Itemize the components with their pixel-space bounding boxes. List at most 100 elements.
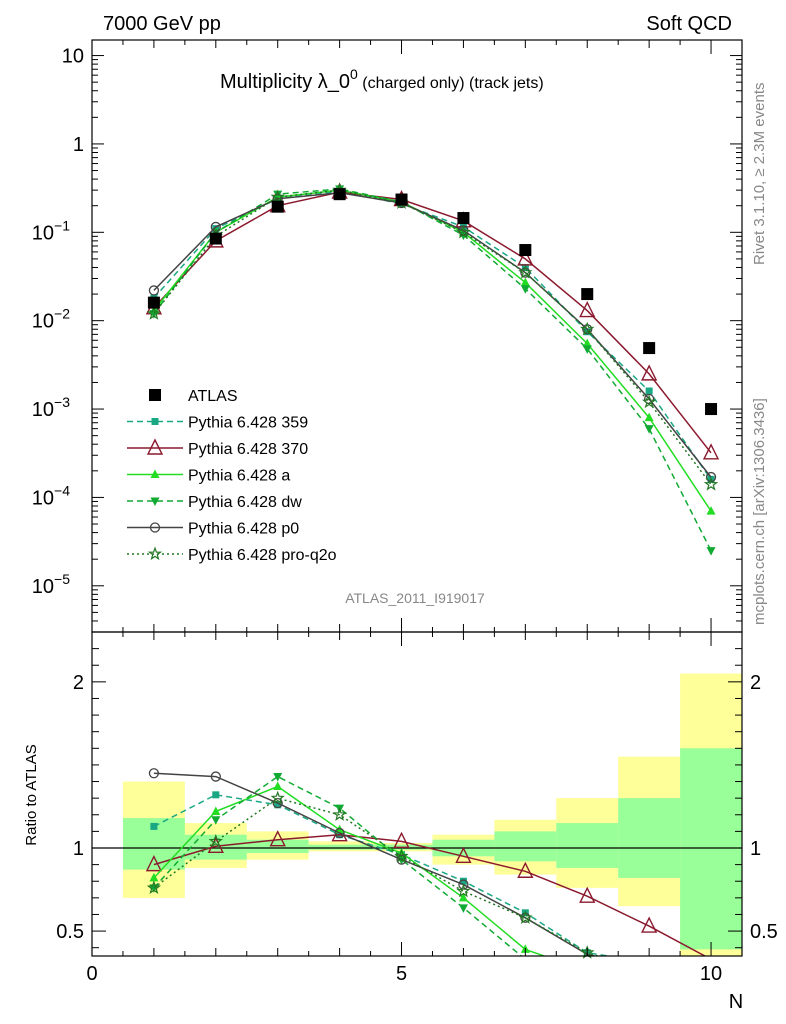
ratio-pythia-6-428-pro-q2o-point-4 xyxy=(332,807,347,821)
main-y-tick-label: 10−1 xyxy=(32,217,70,244)
main-pythia-6-428-dw-point-7 xyxy=(520,285,530,294)
legend-pythia-6-428-dw-marker xyxy=(150,497,160,506)
ratio-pythia-6-428-370-point-1 xyxy=(145,855,163,872)
legend-pythia-6-428-pro-q2o-marker xyxy=(147,546,163,561)
ratio-pythia-6-428-370-point-9 xyxy=(641,916,658,933)
ratio-y-tick-label-right: 2 xyxy=(750,672,761,694)
main-pythia-6-428-359-point-9 xyxy=(645,387,653,395)
band-inner-9 xyxy=(618,798,681,878)
main-y-tick-label: 10−3 xyxy=(32,394,70,421)
ratio-pythia-6-428-p0-point-4 xyxy=(334,827,345,839)
ratio-pythia-6-428-a-line xyxy=(153,785,547,956)
ratio-pythia-6-428-p0-point-2 xyxy=(210,771,221,782)
legend-pythia-6-428-a-label: Pythia 6.428 a xyxy=(188,468,290,485)
ratio-pythia-6-428-a-point-6 xyxy=(458,892,468,902)
legend-pythia-6-428-359-marker xyxy=(151,418,159,425)
main-y-tick-label: 10 xyxy=(62,46,84,68)
main-pythia-6-428-pro-q2o-point-3 xyxy=(270,189,285,204)
main-pythia-6-428-370-point-9 xyxy=(641,364,658,381)
main-pythia-6-428-p0-line xyxy=(153,192,712,478)
ratio-pythia-6-428-370-point-5 xyxy=(393,831,410,849)
main-plot-frame xyxy=(91,39,743,633)
ratio-pythia-6-428-pro-q2o-point-2 xyxy=(208,833,223,848)
legend-pythia-6-428-p0-label: Pythia 6.428 p0 xyxy=(188,521,299,538)
main-pythia-6-428-a-line xyxy=(153,189,712,512)
ratio-pythia-6-428-p0-point-1 xyxy=(148,768,160,779)
ratio-pythia-6-428-a-point-3 xyxy=(273,781,283,791)
band-inner-8 xyxy=(556,823,619,868)
ratio-pythia-6-428-p0-point-3 xyxy=(272,797,283,809)
ratio-pythia-6-428-370-point-3 xyxy=(269,830,286,847)
ratio-y-axis-label: Ratio to ATLAS xyxy=(23,744,40,845)
ratio-pythia-6-428-dw-point-6 xyxy=(458,904,468,913)
main-pythia-6-428-pro-q2o-point-8 xyxy=(580,321,595,336)
ratio-pythia-6-428-a-point-2 xyxy=(211,806,221,815)
atlas-point-10 xyxy=(705,403,718,416)
ratio-pythia-6-428-359-point-6 xyxy=(459,877,467,885)
ratio-pythia-6-428-370-point-6 xyxy=(455,846,472,864)
rivet-side-text: Rivet 3.1.10, ≥ 2.3M events xyxy=(751,83,768,266)
title-sup: 0 xyxy=(350,66,358,82)
ratio-pythia-6-428-pro-q2o-point-7 xyxy=(518,910,533,924)
legend-pythia-6-428-370-marker xyxy=(146,438,164,455)
ratio-x-tick-label: 0 xyxy=(86,963,97,985)
ratio-pythia-6-428-370-point-8 xyxy=(579,886,596,903)
legend-atlas-marker xyxy=(149,389,161,401)
ratio-y-tick-label: 0.5 xyxy=(56,921,84,943)
main-pythia-6-428-a-point-9 xyxy=(644,412,654,422)
mcplots-side-text: mcplots.cern.ch [arXiv:1306.3436] xyxy=(751,398,768,625)
atlas-point-9 xyxy=(643,342,656,355)
ratio-pythia-6-428-p0-point-6 xyxy=(458,879,469,890)
atlas-point-4 xyxy=(333,188,346,201)
main-pythia-6-428-370-line xyxy=(153,191,712,454)
main-pythia-6-428-359-line xyxy=(153,190,712,480)
main-pythia-6-428-p0-point-9 xyxy=(643,393,655,405)
atlas-point-8 xyxy=(581,288,594,301)
main-pythia-6-428-dw-point-9 xyxy=(644,425,654,434)
main-y-tick-label: 10−2 xyxy=(32,306,70,333)
ratio-pythia-6-428-pro-q2o-point-5 xyxy=(394,848,409,863)
watermark: ATLAS_2011_I919017 xyxy=(345,590,485,606)
main-pythia-6-428-370-point-7 xyxy=(517,249,534,266)
ratio-plot-frame xyxy=(91,631,743,957)
atlas-point-3 xyxy=(271,200,284,213)
main-pythia-6-428-370-point-8 xyxy=(579,301,596,318)
ratio-y-tick-label: 1 xyxy=(73,838,84,860)
legend-pythia-6-428-p0-marker xyxy=(149,522,161,533)
ratio-y-tick-label: 2 xyxy=(73,672,84,694)
atlas-point-6 xyxy=(457,212,470,225)
title-small: (charged only) (track jets) xyxy=(358,75,544,92)
ratio-pythia-6-428-dw-point-2 xyxy=(211,816,221,825)
main-pythia-6-428-p0-point-10 xyxy=(705,471,717,483)
band-inner-7 xyxy=(494,831,557,862)
header-right: Soft QCD xyxy=(646,13,732,35)
legend-pythia-6-428-359-label: Pythia 6.428 359 xyxy=(188,415,308,432)
ratio-pythia-6-428-a-point-1 xyxy=(149,872,159,882)
band-inner-10 xyxy=(680,748,742,950)
main-pythia-6-428-a-point-10 xyxy=(706,506,716,515)
header-left: 7000 GeV pp xyxy=(103,13,221,35)
main-pythia-6-428-p0-point-1 xyxy=(148,285,160,296)
band-inner-4 xyxy=(308,844,371,850)
main-pythia-6-428-dw-point-3 xyxy=(273,190,283,200)
main-y-tick-label: 10−5 xyxy=(32,571,70,598)
legend-pythia-6-428-pro-q2o-label: Pythia 6.428 pro-q2o xyxy=(188,547,337,564)
main-pythia-6-428-pro-q2o-point-1 xyxy=(146,306,162,320)
legend-pythia-6-428-370-label: Pythia 6.428 370 xyxy=(188,441,308,458)
ratio-pythia-6-428-359-line xyxy=(153,794,613,956)
legend-pythia-6-428-dw-label: Pythia 6.428 dw xyxy=(188,494,302,511)
ratio-pythia-6-428-359-point-3 xyxy=(274,801,282,809)
main-pythia-6-428-a-point-7 xyxy=(520,277,530,287)
ratio-x-tick-label: 5 xyxy=(396,963,407,985)
ratio-x-tick-label: 10 xyxy=(700,963,722,985)
main-pythia-6-428-dw-line xyxy=(153,188,712,551)
main-y-tick-label: 1 xyxy=(73,134,84,156)
main-pythia-6-428-dw-point-8 xyxy=(582,345,592,354)
ratio-pythia-6-428-370-point-7 xyxy=(517,861,534,878)
atlas-point-5 xyxy=(395,193,408,206)
ratio-pythia-6-428-359-point-2 xyxy=(212,791,220,799)
ratio-pythia-6-428-p0-point-5 xyxy=(396,854,407,865)
ratio-pythia-6-428-370-line xyxy=(153,833,707,956)
ratio-y-tick-label-right: 1 xyxy=(750,838,761,860)
main-pythia-6-428-a-point-8 xyxy=(582,338,592,348)
